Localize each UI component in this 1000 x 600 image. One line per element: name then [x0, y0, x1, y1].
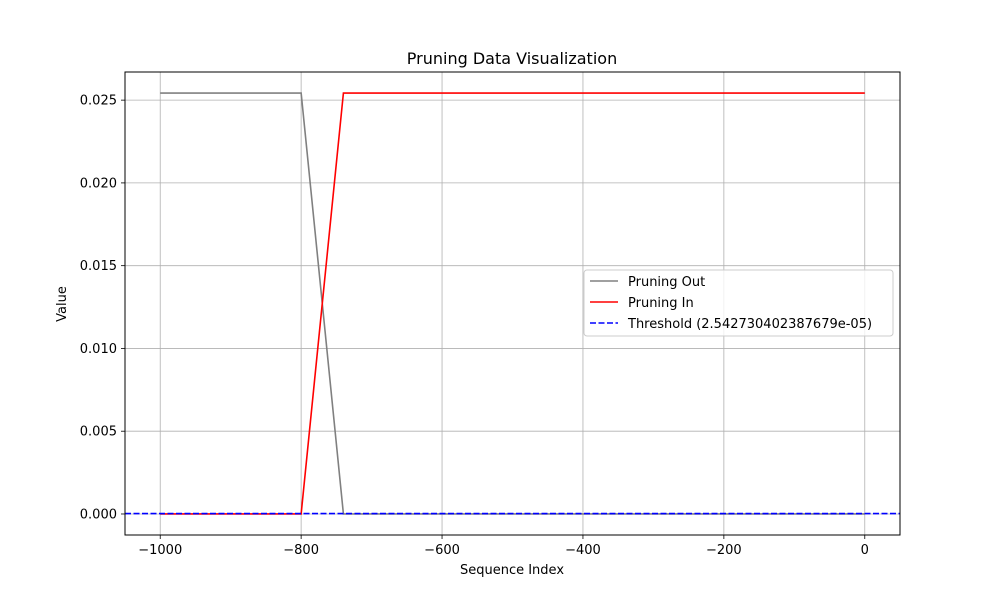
y-tick-label: 0.020: [80, 176, 117, 191]
y-tick-label: 0.010: [80, 342, 117, 357]
y-tick-label: 0.015: [80, 259, 117, 274]
legend-label: Threshold (2.542730402387679e-05): [627, 317, 872, 332]
x-axis: −1000 −800 −600 −400 −200 0: [138, 535, 869, 558]
legend-label: Pruning In: [628, 296, 694, 311]
x-tick-label: −400: [565, 543, 601, 558]
legend: Pruning Out Pruning In Threshold (2.542730…: [583, 269, 894, 337]
y-axis: 0.000 0.005 0.010 0.015 0.020 0.025: [80, 94, 125, 522]
x-tick-label: −200: [706, 543, 742, 558]
x-tick-label: −800: [283, 543, 319, 558]
x-tick-label: −1000: [138, 543, 182, 558]
chart-title: Pruning Data Visualization: [407, 49, 617, 68]
series-layer: [125, 92, 900, 515]
x-axis-label: Sequence Index: [460, 563, 564, 578]
y-tick-label: 0.025: [80, 94, 117, 109]
legend-box: [583, 269, 894, 337]
y-axis-label: Value: [55, 286, 70, 322]
x-tick-label: −600: [424, 543, 460, 558]
x-tick-label: 0: [861, 543, 869, 558]
y-tick-label: 0.000: [80, 507, 117, 522]
plot-frame: [124, 71, 901, 536]
y-tick-label: 0.005: [80, 425, 117, 440]
legend-label: Pruning Out: [628, 275, 705, 290]
